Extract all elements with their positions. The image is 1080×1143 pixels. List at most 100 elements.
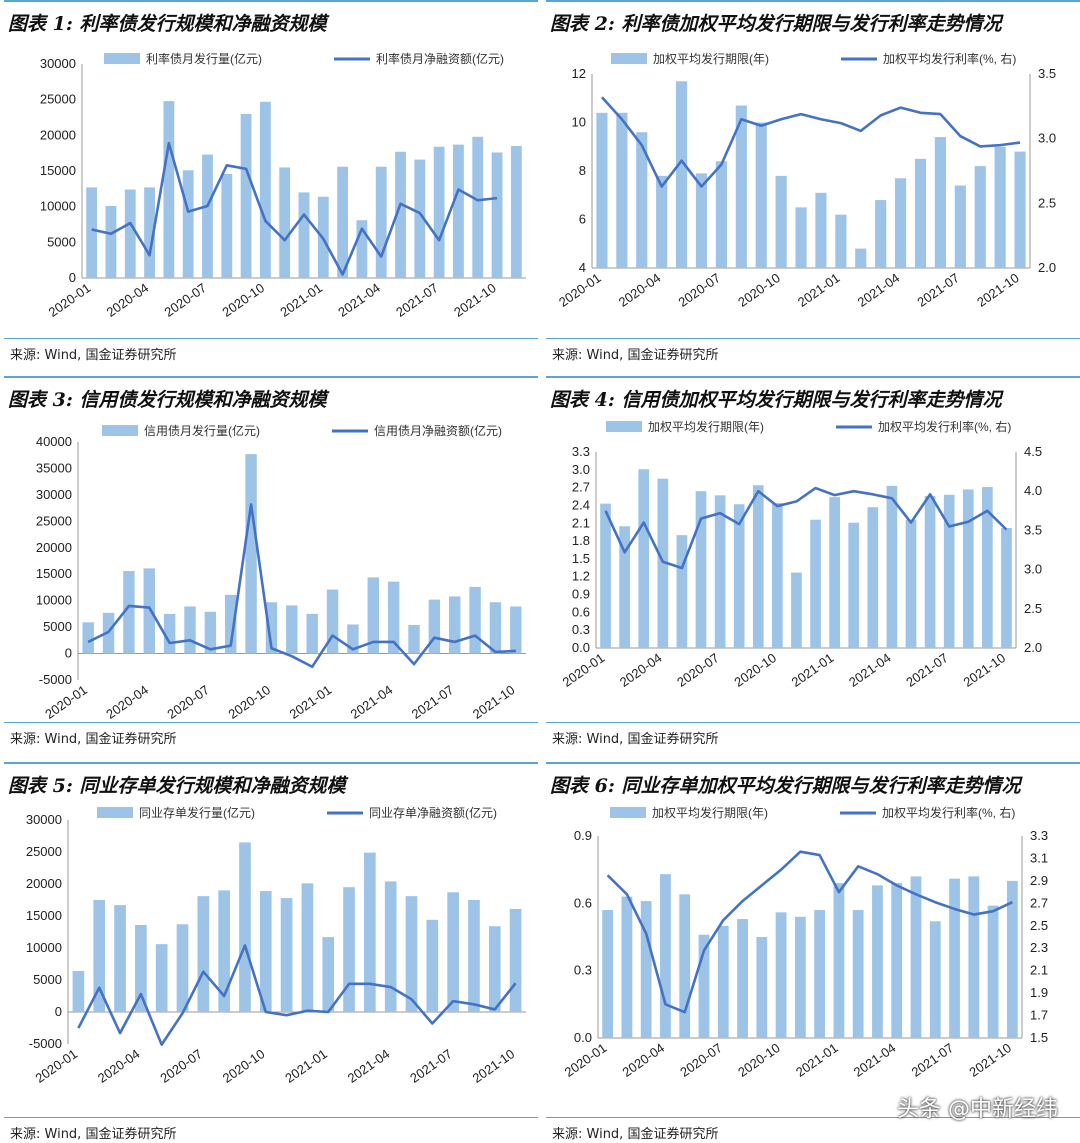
x-tick-label: 2021-07 — [409, 682, 457, 722]
data-bar — [124, 189, 136, 278]
y2-tick-label: 2.5 — [1038, 195, 1056, 210]
data-bar — [852, 910, 864, 1038]
panel-title: 图表 4: 信用债加权平均发行期限与发行利率走势情况 — [550, 389, 1002, 411]
data-bar — [347, 624, 359, 654]
data-bar — [875, 200, 887, 268]
y2-tick-label: 2.5 — [1030, 918, 1048, 933]
source-note: 来源: Wind, 国金证券研究所 — [10, 732, 177, 747]
panel-title-bar: 图表 2: 利率债加权平均发行期限与发行利率走势情况 — [546, 0, 1080, 36]
source-bar: 来源: Wind, 国金证券研究所 — [4, 1117, 538, 1142]
y2-tick-label: 3.0 — [1038, 131, 1056, 146]
data-bar — [384, 881, 397, 1012]
data-bar — [509, 908, 522, 1012]
x-tick-label: 2020-07 — [675, 270, 723, 310]
panel-title: 图表 3: 信用债发行规模和净融资规模 — [8, 389, 327, 411]
data-bar — [814, 910, 826, 1038]
legend-bar-swatch — [102, 425, 138, 436]
data-bar — [695, 491, 707, 648]
x-tick-label: 2021-01 — [793, 1040, 841, 1080]
x-tick-label: 2021-01 — [287, 682, 335, 722]
data-bar — [698, 934, 710, 1038]
y-tick-label: 20000 — [26, 876, 62, 891]
data-bar — [259, 101, 271, 278]
panel-chart-3: 图表 3: 信用债发行规模和净融资规模 信用债月发行量(亿元) 信用债月净融资额(… — [4, 376, 538, 756]
y-tick-label: 12 — [572, 66, 586, 81]
y2-tick-label: 4.0 — [1024, 483, 1042, 498]
data-bar — [756, 937, 768, 1038]
data-bar — [135, 924, 147, 1012]
data-bar — [144, 187, 155, 278]
data-bar — [910, 876, 922, 1038]
chart-legend: 加权平均发行期限(年) 加权平均发行利率(%, 右) — [611, 51, 1016, 66]
y2-tick-label: 2.7 — [1030, 895, 1048, 910]
y-tick-label: 0.3 — [574, 963, 592, 978]
x-tick-label: 2021-04 — [345, 1046, 393, 1086]
legend-bar-label: 信用债月发行量(亿元) — [144, 423, 260, 438]
legend-bar-swatch — [606, 421, 642, 432]
data-bar — [163, 101, 175, 279]
data-bar — [886, 485, 898, 648]
source-note: 来源: Wind, 国金证券研究所 — [552, 732, 719, 747]
data-bar — [974, 166, 986, 268]
data-bar — [306, 613, 318, 654]
chart-legend: 信用债月发行量(亿元) 信用债月净融资额(亿元) — [102, 423, 502, 438]
data-bar — [934, 137, 946, 268]
y-tick-label: 3.0 — [572, 462, 590, 477]
data-bar — [695, 173, 708, 268]
legend-line-label: 加权平均发行利率(%, 右) — [878, 419, 1011, 434]
data-bar — [343, 887, 355, 1012]
source-note: 来源: Wind, 国金证券研究所 — [552, 348, 719, 363]
data-bar — [660, 874, 671, 1038]
data-bar — [301, 883, 314, 1012]
y-tick-label: 10000 — [36, 593, 72, 608]
x-tick-label: 2020-01 — [42, 682, 90, 722]
data-bar — [872, 885, 883, 1038]
data-bar — [815, 192, 827, 268]
panel-chart-5: 图表 5: 同业存单发行规模和净融资规模 同业存单发行量(亿元) 同业存单净融资额… — [4, 762, 538, 1143]
data-bar — [616, 112, 628, 268]
y2-tick-label: 2.9 — [1030, 873, 1048, 888]
legend-line-label: 利率债月净融资额(亿元) — [376, 51, 504, 66]
data-bar — [155, 944, 168, 1012]
data-line — [600, 96, 1021, 188]
chart-legend: 加权平均发行期限(年) 加权平均发行利率(%, 右) — [606, 419, 1011, 434]
data-bar — [414, 159, 426, 278]
x-tick-label: 2021-07 — [393, 280, 441, 320]
data-bar — [619, 526, 630, 648]
panel-title: 图表 2: 利率债加权平均发行期限与发行利率走势情况 — [550, 13, 1002, 35]
y-tick-label: 15000 — [36, 566, 72, 581]
y-tick-label: 5000 — [47, 234, 76, 249]
x-tick-label: 2021-01 — [282, 1046, 330, 1086]
data-bar — [387, 581, 400, 654]
data-bar — [489, 602, 502, 654]
x-tick-label: 2020-10 — [735, 270, 783, 310]
data-bar — [176, 924, 189, 1012]
x-tick-label: 2021-10 — [960, 650, 1008, 690]
data-bar — [795, 207, 807, 268]
data-bar — [488, 926, 501, 1012]
x-tick-label: 2021-04 — [846, 650, 894, 690]
data-bar — [405, 896, 418, 1012]
chart-6-svg: 加权平均发行期限(年) 加权平均发行利率(%, 右) 0.0 0.3 0.6 0.9 1.5… — [562, 805, 1048, 1080]
legend-line-label: 加权平均发行利率(%, 右) — [882, 805, 1015, 820]
chart-1-svg: 利率债月发行量(亿元) 利率债月净融资额(亿元) 0 5000 10000 15000 20… — [40, 51, 526, 320]
legend-bar-label: 加权平均发行期限(年) — [652, 805, 768, 820]
y2-tick-label: 3.3 — [1030, 828, 1048, 843]
data-line — [606, 850, 1013, 1014]
y-tick-label: 3.3 — [572, 444, 590, 459]
y2-tick-label: 1.7 — [1030, 1008, 1048, 1023]
data-bar — [337, 166, 349, 278]
data-bar — [322, 937, 335, 1012]
x-tick-label: 2021-04 — [348, 682, 396, 722]
data-bar — [428, 599, 441, 654]
panel-title: 图表 5: 同业存单发行规模和净融资规模 — [8, 775, 346, 797]
data-bar — [676, 535, 688, 648]
data-bar — [772, 503, 783, 648]
x-tick-label: 2020-01 — [46, 280, 94, 320]
data-bar — [596, 112, 608, 268]
y-tick-label: 25000 — [36, 513, 72, 528]
y2-tick-label: 3.5 — [1024, 522, 1042, 537]
data-bar — [218, 890, 230, 1012]
data-bar — [114, 905, 126, 1012]
y-tick-label: 0.9 — [574, 828, 592, 843]
